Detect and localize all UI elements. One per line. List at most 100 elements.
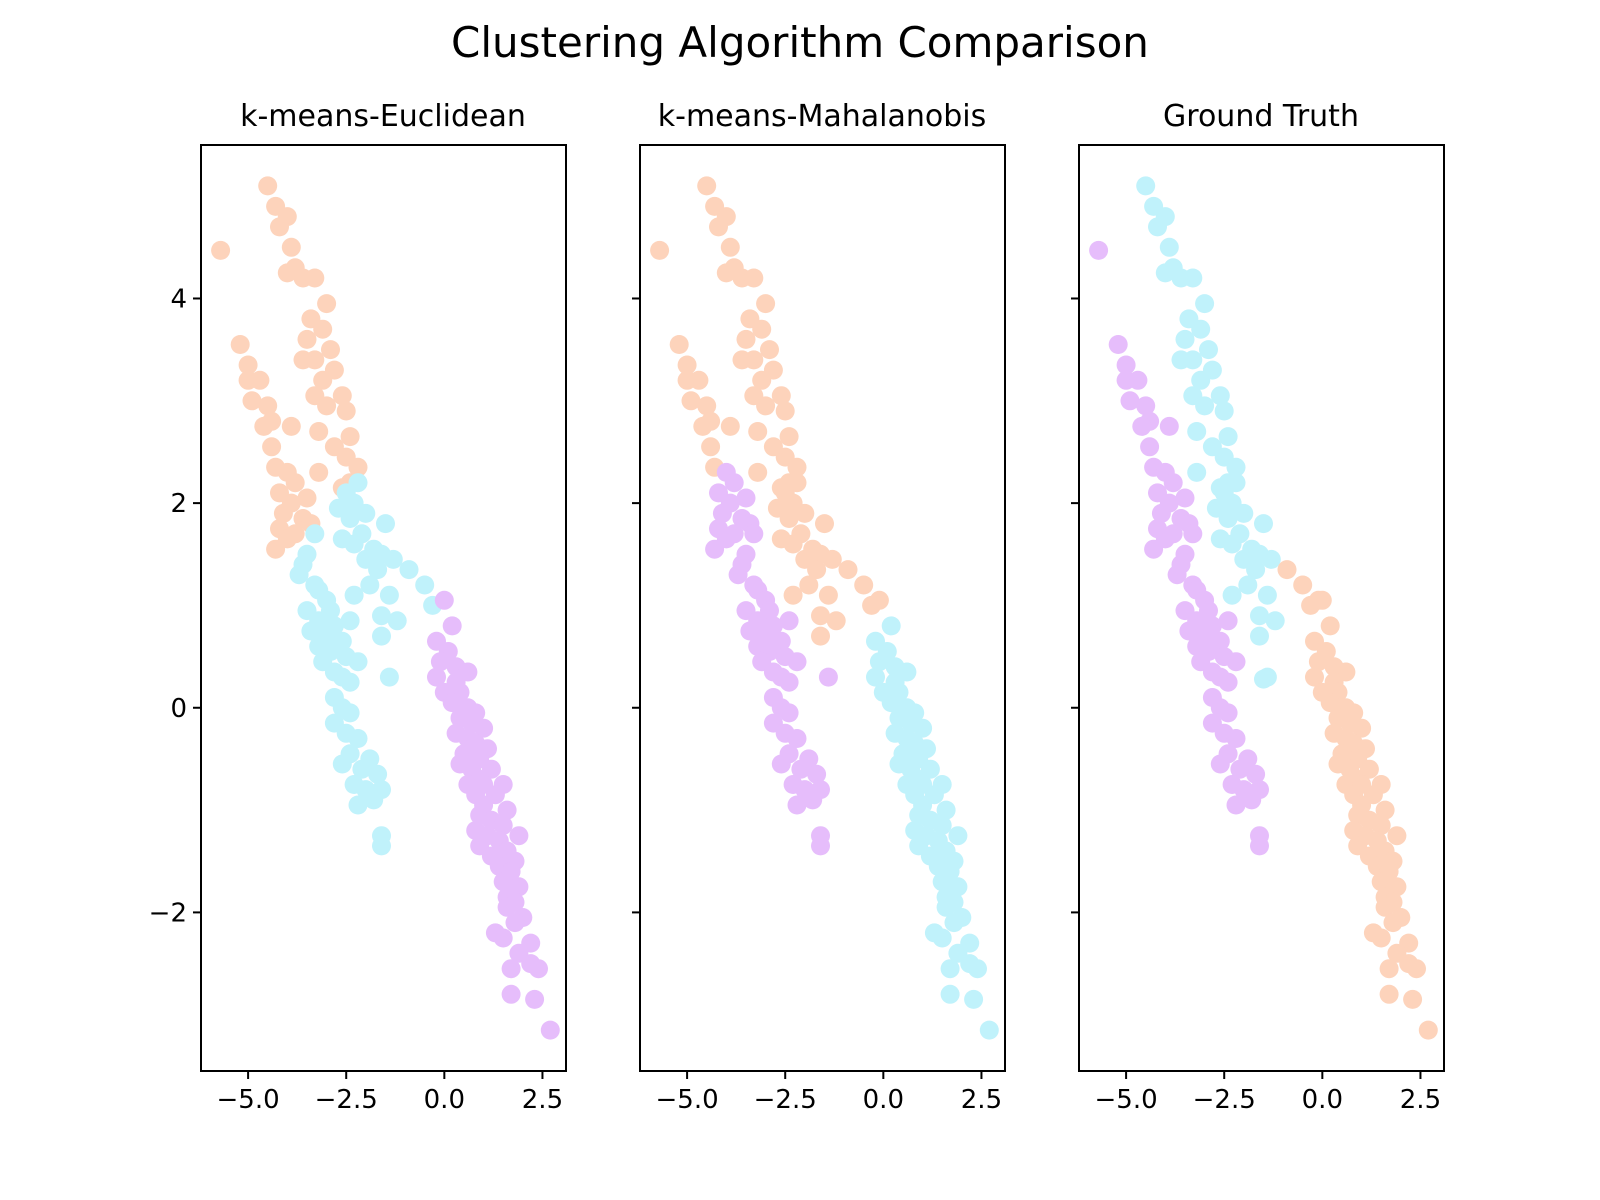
scatter-point-cyan [1183,268,1203,288]
scatter-point-cyan [368,764,388,784]
scatter-point-peach [720,416,740,436]
scatter-point-cyan [1257,585,1277,605]
scatter-point-lavender [1089,240,1109,260]
scatter-point-lavender [779,611,799,631]
scatter-point-cyan [932,872,952,892]
scatter-point-peach [779,427,799,447]
scatter-point-cyan [379,667,399,687]
scatter-point-cyan [1222,534,1242,554]
scatter-point-lavender [1151,503,1171,523]
scatter-point-lavender [1242,790,1262,810]
scatter-point-lavender [1218,672,1238,692]
scatter-point-lavender [1167,565,1187,585]
x-tick-label: 0.0 [863,1085,904,1115]
scatter-point-cyan [979,1020,999,1040]
scatter-point-lavender [1116,355,1136,375]
scatter-point-peach [760,340,779,360]
scatter-point-peach [266,539,286,559]
scatter-point-peach [701,437,721,457]
scatter-point-lavender [474,718,494,738]
scatter-point-lavender [818,667,838,687]
scatter-point-peach [1277,560,1297,580]
scatter-point-cyan [399,560,419,580]
scatter-point-peach [348,457,368,477]
scatter-point-cyan [1148,217,1167,237]
scatter-point-cyan [379,585,399,605]
scatter-point-cyan [340,509,360,528]
scatter-point-lavender [1159,416,1179,436]
scatter-point-peach [716,263,736,283]
scatter-point-peach [756,396,776,416]
scatter-point-lavender [1179,621,1199,641]
scatter-point-peach [822,549,842,569]
scatter-point-peach [752,319,772,339]
scatter-point-lavender [509,826,529,846]
scatter-point-lavender [1226,729,1246,748]
x-tick-label: −2.5 [1193,1085,1256,1115]
scatter-point-peach [238,355,258,375]
scatter-point-lavender [1210,754,1230,774]
scatter-point-peach [752,370,772,390]
scatter-point-peach [748,422,768,441]
scatter-point-cyan [340,672,360,692]
scatter-point-cyan [1222,585,1242,605]
scatter-point-cyan [340,611,360,631]
scatter-point-lavender [430,652,450,672]
y-tick-label: −2 [149,898,187,928]
scatter-point-cyan [1265,611,1285,631]
scatter-point-lavender [540,1020,560,1040]
scatter-point-lavender [803,790,823,810]
scatter-point-cyan [356,503,376,523]
scatter-point-peach [1383,913,1403,933]
scatter-point-cyan [1250,606,1269,626]
scatter-point-peach [1371,928,1391,948]
scatter-point-peach [1379,984,1399,1004]
scatter-point-peach [277,263,297,283]
scatter-point-peach [811,606,830,626]
x-tick-label: 0.0 [424,1085,465,1115]
scatter-point-peach [262,437,282,457]
scatter-point-cyan [1195,294,1215,314]
scatter-point-peach [305,268,325,288]
scatter-point-peach [1320,693,1340,713]
scatter-point-peach [1403,989,1423,1009]
axes-frame [639,144,1006,1072]
x-tick-label: −2.5 [754,1085,817,1115]
scatter-point-peach [317,396,337,416]
scatter-point-peach [669,335,689,354]
scatter-point-lavender [807,764,827,784]
scatter-point-lavender [493,872,513,892]
scatter-point-lavender [1226,795,1246,815]
scatter-point-lavender [724,473,744,493]
scatter-point-lavender [787,729,807,748]
scatter-point-peach [254,416,274,436]
scatter-point-cyan [881,693,901,713]
scatter-point-lavender [434,590,454,610]
y-tick-label: 2 [170,489,187,519]
scatter-point-cyan [372,606,391,626]
scatter-point-lavender [1132,416,1152,436]
scatter-point-lavender [442,616,462,636]
scatter-point-peach [309,422,329,441]
scatter-point-cyan [869,652,889,672]
scatter-point-cyan [936,800,956,820]
y-tick-label: 0 [170,694,187,724]
scatter-point-peach [775,401,795,421]
scatter-point-cyan [415,575,435,595]
scatter-point-peach [270,217,289,237]
scatter-point-lavender [501,959,521,979]
scatter-points [650,176,999,1040]
scatter-point-lavender [740,621,760,641]
x-tick-label: 2.5 [961,1085,1002,1115]
scatter-point-peach [336,401,356,421]
scatter-point-peach [732,350,752,370]
scatter-point-peach [1375,897,1395,917]
scatter-point-lavender [497,800,517,820]
scatter-point-lavender [1144,539,1164,559]
scatter-point-peach [807,560,827,580]
scatter-point-lavender [525,989,545,1009]
scatter-point-peach [230,335,250,354]
scatter-point-lavender [1218,703,1238,723]
scatter-point-peach [285,473,305,493]
